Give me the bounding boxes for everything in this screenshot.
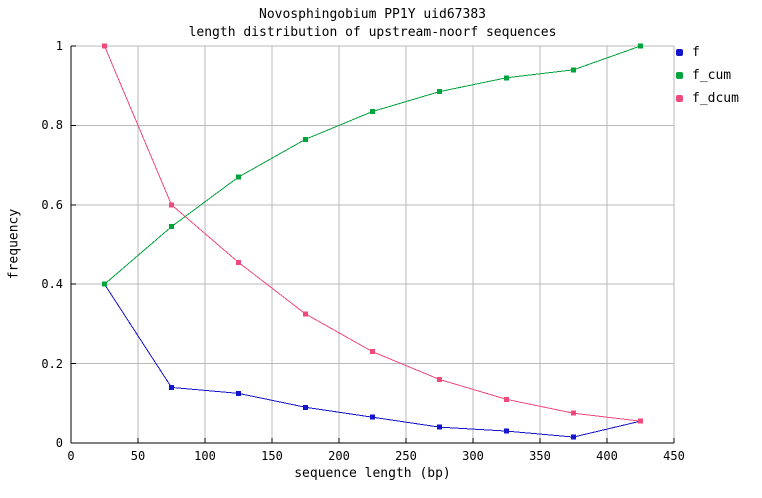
series-point-f_cum bbox=[236, 174, 241, 180]
series-point-f bbox=[571, 434, 576, 440]
x-tick-label: 200 bbox=[328, 449, 350, 463]
series-point-f_dcum bbox=[504, 396, 509, 402]
x-axis-label: sequence length (bp) bbox=[294, 466, 451, 481]
series-point-f bbox=[236, 390, 241, 396]
x-tick-label: 50 bbox=[130, 449, 146, 463]
x-tick-label: 0 bbox=[67, 449, 75, 463]
series-point-f_cum bbox=[169, 224, 174, 230]
chart-subtitle: length distribution of upstream-noorf se… bbox=[188, 25, 557, 40]
y-axis-label: frequency bbox=[6, 208, 22, 280]
series-point-f_cum bbox=[571, 67, 576, 73]
legend-label: f bbox=[692, 45, 700, 60]
series-point-f bbox=[504, 428, 509, 434]
series-point-f bbox=[437, 424, 442, 430]
series-point-f_dcum bbox=[571, 410, 576, 416]
legend-item-f: f bbox=[676, 45, 739, 60]
series-point-f_cum bbox=[102, 281, 107, 287]
series-point-f bbox=[370, 414, 375, 420]
legend-marker-f_cum bbox=[676, 72, 683, 79]
x-tick-label: 150 bbox=[261, 449, 283, 463]
series-point-f_cum bbox=[504, 75, 509, 81]
x-tick-label: 450 bbox=[663, 449, 685, 463]
series-point-f bbox=[169, 384, 174, 390]
legend-item-f_dcum: f_dcum bbox=[676, 91, 739, 106]
series-point-f_dcum bbox=[169, 202, 174, 208]
x-tick-label: 100 bbox=[194, 449, 216, 463]
series-line-f_cum bbox=[104, 45, 641, 285]
legend-marker-f bbox=[676, 49, 683, 56]
x-tick-label: 300 bbox=[462, 449, 484, 463]
y-tick-label: 0.2 bbox=[41, 356, 63, 371]
series-line-f bbox=[104, 283, 641, 438]
series-point-f_dcum bbox=[102, 43, 107, 49]
series-point-f_dcum bbox=[638, 418, 643, 424]
x-tick-label: 350 bbox=[529, 449, 551, 463]
series-point-f_cum bbox=[303, 136, 308, 142]
y-tick-label: 1 bbox=[55, 39, 63, 53]
series-point-f_dcum bbox=[437, 376, 442, 382]
x-tick-label: 400 bbox=[596, 449, 618, 463]
y-tick-label: 0 bbox=[55, 436, 63, 450]
legend-item-f_cum: f_cum bbox=[676, 68, 739, 83]
series-point-f_dcum bbox=[236, 259, 241, 265]
chart-title: Novosphingobium PP1Y uid67383 bbox=[259, 7, 486, 22]
y-tick-label: 0.4 bbox=[41, 277, 63, 292]
series-point-f_dcum bbox=[303, 311, 308, 317]
x-tick-label: 250 bbox=[395, 449, 417, 463]
legend-label: f_cum bbox=[692, 68, 732, 83]
series-point-f_cum bbox=[370, 109, 375, 115]
y-tick-label: 0.8 bbox=[41, 118, 63, 133]
series-line-f_dcum bbox=[104, 45, 641, 422]
series-point-f_cum bbox=[638, 43, 643, 49]
legend: f f_cum f_dcum bbox=[676, 45, 739, 114]
y-tick-label: 0.6 bbox=[41, 197, 63, 212]
legend-marker-f_dcum bbox=[676, 95, 683, 102]
legend-label: f_dcum bbox=[692, 91, 739, 106]
series-point-f_dcum bbox=[370, 349, 375, 355]
series-point-f bbox=[303, 404, 308, 410]
series-point-f_cum bbox=[437, 89, 442, 95]
